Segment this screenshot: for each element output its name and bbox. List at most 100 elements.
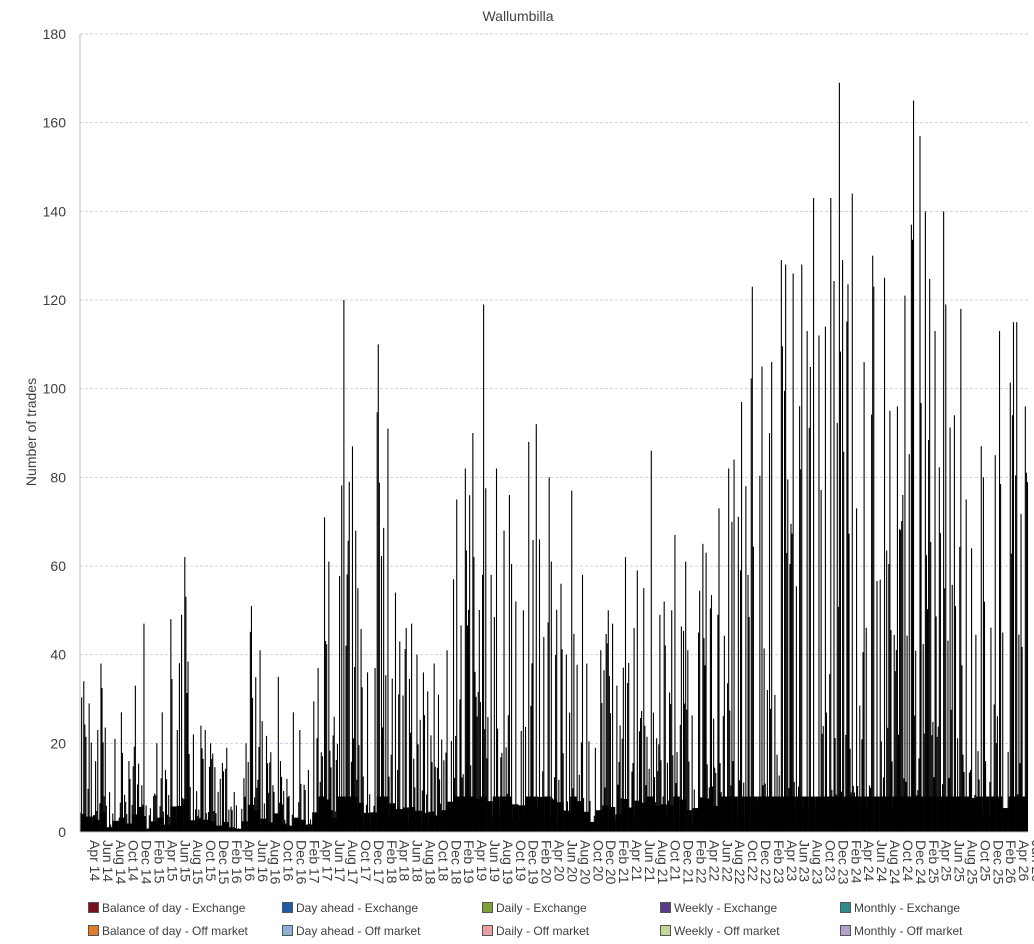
x-tick-label: Dec 24 — [913, 840, 929, 885]
bar-base — [750, 796, 758, 832]
bar — [204, 730, 206, 832]
bar — [145, 805, 147, 832]
x-tick-label: Apr 21 — [629, 840, 645, 881]
bar — [335, 760, 337, 832]
bar — [404, 649, 406, 832]
bar — [436, 767, 438, 832]
grid-layer — [80, 33, 1028, 744]
bar — [433, 663, 435, 832]
legend-item: Balance of day - Off market — [88, 923, 248, 939]
bar — [624, 557, 627, 832]
bar — [160, 778, 162, 832]
bar — [217, 791, 219, 832]
bar-base — [544, 796, 551, 832]
bar — [821, 733, 823, 832]
bar — [434, 766, 436, 832]
bar — [475, 696, 477, 832]
bar — [165, 779, 168, 832]
bar — [515, 601, 517, 832]
legend-swatch — [482, 902, 493, 913]
bar — [932, 721, 934, 832]
bar — [880, 741, 882, 832]
bar — [503, 530, 505, 832]
bar — [358, 745, 360, 832]
bar — [228, 809, 230, 832]
bar — [713, 718, 715, 832]
legend-label: Daily - Off market — [496, 924, 590, 938]
bar — [323, 517, 326, 832]
bar — [283, 791, 285, 832]
bar — [561, 649, 563, 832]
bar-base — [344, 796, 351, 832]
bar — [908, 454, 910, 832]
bar — [258, 746, 260, 832]
bar-base — [853, 796, 861, 832]
bar — [641, 711, 643, 832]
bar — [900, 530, 902, 832]
bar — [474, 671, 476, 832]
bar — [902, 494, 904, 832]
bar — [225, 768, 227, 832]
legend-swatch — [88, 925, 99, 936]
legend-item: Monthly - Off market — [840, 923, 962, 939]
bar-base — [447, 801, 455, 832]
bar-base — [279, 823, 287, 832]
bar — [208, 766, 211, 832]
legend-swatch — [282, 925, 293, 936]
bar-base — [357, 802, 364, 832]
bar — [862, 652, 864, 832]
bar — [838, 82, 840, 832]
bar-base — [899, 796, 906, 832]
bar — [483, 304, 485, 832]
bar — [255, 677, 257, 832]
bar-base — [150, 821, 158, 832]
bar-base — [782, 796, 790, 832]
bar — [763, 648, 765, 832]
bar — [836, 422, 838, 832]
bar — [360, 629, 362, 832]
legend-label: Day ahead - Exchange — [296, 901, 419, 915]
bar — [493, 617, 495, 832]
bar — [865, 627, 867, 832]
bar — [971, 548, 973, 832]
bar — [464, 468, 466, 832]
bar-base — [402, 807, 409, 832]
bar — [937, 726, 939, 832]
bar — [606, 643, 608, 832]
x-tick-label: Aug 23 — [810, 840, 826, 885]
bar — [481, 574, 484, 832]
bar-base — [86, 816, 93, 832]
bar — [643, 588, 645, 832]
bar — [837, 606, 839, 832]
bar — [244, 796, 246, 832]
bar — [633, 628, 635, 832]
bar — [476, 716, 478, 832]
bar — [977, 751, 979, 832]
bar — [243, 778, 245, 832]
bar — [818, 335, 820, 832]
bar-base — [163, 824, 171, 832]
bar — [282, 804, 284, 832]
bar — [718, 508, 720, 832]
x-tick-label: Aug 19 — [500, 840, 516, 885]
bar — [90, 742, 92, 832]
bar — [105, 805, 107, 832]
bar — [745, 486, 747, 832]
bar — [612, 623, 614, 832]
bar — [715, 773, 717, 832]
x-tick-label: Aug 24 — [887, 840, 903, 885]
bar-base — [247, 804, 255, 832]
bar-base — [292, 817, 300, 832]
bar — [676, 751, 678, 832]
y-axis-label: Number of trades — [23, 378, 39, 486]
bar-base — [1008, 796, 1016, 832]
bar — [485, 488, 487, 832]
bar-base — [383, 796, 390, 832]
bar — [795, 586, 797, 832]
bar-base — [570, 796, 577, 832]
bar — [277, 676, 279, 832]
x-tick-label: Aug 16 — [268, 840, 284, 885]
bar — [789, 564, 791, 832]
bar — [280, 776, 283, 832]
